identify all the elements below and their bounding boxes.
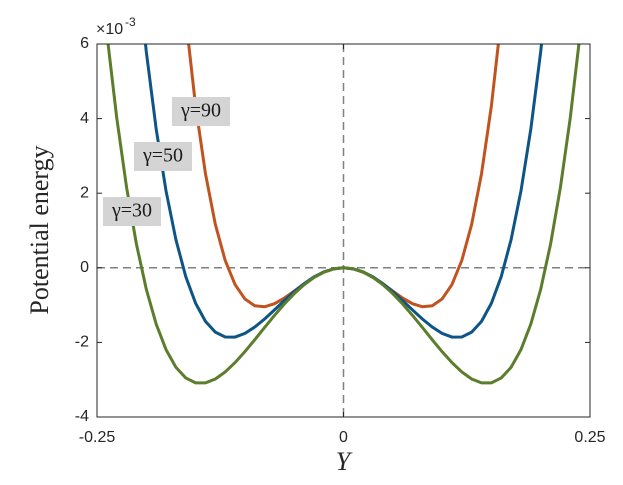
series-annotation: γ=90 [180,100,221,122]
series-annotation: γ=30 [111,200,152,222]
annotation-box [172,97,230,126]
x-tick-label: 0.25 [574,429,605,446]
y-tick-label: 4 [80,110,89,127]
series-line [106,44,581,385]
y-tick-label: 6 [80,35,89,52]
y-axis-label: Potential energy [25,145,54,314]
annotation-box [134,142,192,171]
x-axis-label: Y [336,447,353,476]
y-tick-label: -2 [75,334,89,351]
y-tick-label: 0 [80,259,89,276]
y-exponent-base: ×10 [96,21,123,38]
series-annotation: γ=50 [142,145,183,167]
x-tick-label: -0.25 [79,429,116,446]
y-tick-label: -4 [75,408,89,425]
x-tick-label: 0 [339,429,348,446]
y-tick-label: 2 [80,184,89,201]
y-exponent-power: -3 [125,15,136,29]
annotation-box [103,197,161,226]
